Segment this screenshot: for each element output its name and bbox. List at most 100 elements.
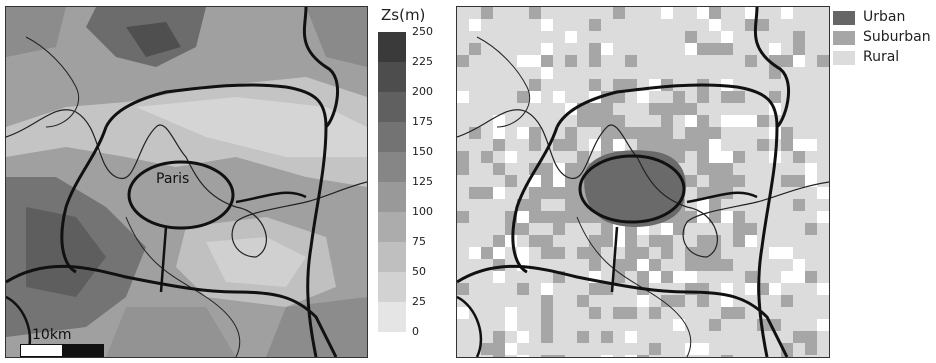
land-use-cell bbox=[517, 283, 529, 295]
land-use-cell bbox=[553, 67, 565, 79]
land-use-cell bbox=[481, 55, 493, 67]
land-use-cell bbox=[697, 55, 709, 67]
land-use-cell bbox=[673, 91, 685, 103]
land-use-cell bbox=[613, 55, 625, 67]
land-use-cell bbox=[733, 175, 745, 187]
land-use-cell bbox=[613, 259, 625, 271]
land-use-cell bbox=[541, 79, 553, 91]
land-use-cell bbox=[685, 19, 697, 31]
land-use-cell bbox=[697, 319, 709, 331]
legend-swatch bbox=[833, 11, 855, 25]
land-use-cell bbox=[721, 307, 733, 319]
land-use-cell bbox=[577, 151, 589, 163]
land-use-cell bbox=[541, 331, 553, 343]
land-use-cell bbox=[697, 271, 709, 283]
land-use-cell bbox=[625, 319, 637, 331]
land-use-cell bbox=[793, 307, 805, 319]
land-use-cell bbox=[481, 7, 493, 19]
land-use-cell bbox=[805, 55, 817, 67]
elevation-terrain bbox=[6, 7, 367, 357]
land-use-cell bbox=[817, 139, 829, 151]
land-use-cell bbox=[541, 283, 553, 295]
land-use-cell bbox=[805, 91, 817, 103]
colorbar-tick-label: 100 bbox=[412, 205, 433, 218]
land-use-cell bbox=[649, 235, 661, 247]
land-use-cell bbox=[637, 247, 649, 259]
land-use-cell bbox=[601, 355, 613, 357]
land-use-cell bbox=[745, 175, 757, 187]
land-use-cell bbox=[757, 199, 769, 211]
land-use-cell bbox=[529, 127, 541, 139]
land-use-cell bbox=[805, 331, 817, 343]
land-use-cell bbox=[805, 211, 817, 223]
land-use-cell bbox=[757, 139, 769, 151]
land-use-cell bbox=[493, 199, 505, 211]
land-use-cell bbox=[721, 331, 733, 343]
land-use-cell bbox=[733, 127, 745, 139]
land-use-cell bbox=[505, 175, 517, 187]
land-use-cell bbox=[781, 7, 793, 19]
land-use-cell bbox=[661, 139, 673, 151]
land-use-cell bbox=[493, 271, 505, 283]
land-use-cell bbox=[721, 19, 733, 31]
land-use-cell bbox=[469, 79, 481, 91]
land-use-cell bbox=[793, 319, 805, 331]
land-use-cell bbox=[649, 343, 661, 355]
land-use-cell bbox=[805, 319, 817, 331]
land-use-cell bbox=[481, 67, 493, 79]
land-use-cell bbox=[721, 151, 733, 163]
land-use-cell bbox=[805, 307, 817, 319]
land-use-cell bbox=[733, 247, 745, 259]
land-use-cell bbox=[733, 259, 745, 271]
land-use-cell bbox=[661, 247, 673, 259]
land-use-cell bbox=[721, 343, 733, 355]
land-use-cell bbox=[757, 163, 769, 175]
land-use-cell bbox=[649, 67, 661, 79]
land-use-cell bbox=[685, 319, 697, 331]
paris-boundary bbox=[578, 154, 686, 224]
land-use-cell bbox=[577, 19, 589, 31]
land-use-cell bbox=[469, 295, 481, 307]
land-use-cell bbox=[745, 43, 757, 55]
boundary-line bbox=[6, 264, 338, 357]
land-use-cell bbox=[769, 199, 781, 211]
land-use-cell bbox=[469, 283, 481, 295]
land-use-cell bbox=[577, 115, 589, 127]
land-use-cell bbox=[517, 7, 529, 19]
land-use-cell bbox=[565, 55, 577, 67]
land-use-cell bbox=[613, 91, 625, 103]
land-use-cell bbox=[721, 67, 733, 79]
land-use-cell bbox=[637, 271, 649, 283]
land-use-cell bbox=[649, 139, 661, 151]
land-use-cell bbox=[577, 91, 589, 103]
land-use-cell bbox=[565, 343, 577, 355]
land-use-cell bbox=[697, 295, 709, 307]
land-use-cell bbox=[769, 223, 781, 235]
land-use-cell bbox=[649, 103, 661, 115]
land-use-cell bbox=[817, 79, 829, 91]
land-use-cell bbox=[457, 43, 469, 55]
land-use-cell bbox=[457, 67, 469, 79]
land-use-cell bbox=[553, 139, 565, 151]
land-use-cell bbox=[757, 175, 769, 187]
land-use-cell bbox=[745, 127, 757, 139]
land-use-cell bbox=[517, 331, 529, 343]
land-use-cell bbox=[565, 307, 577, 319]
land-use-cell bbox=[541, 103, 553, 115]
land-use-cell bbox=[793, 343, 805, 355]
land-use-cell bbox=[793, 355, 805, 357]
land-use-cell bbox=[457, 19, 469, 31]
land-use-cell bbox=[697, 307, 709, 319]
land-use-cell bbox=[661, 259, 673, 271]
land-use-cell bbox=[577, 331, 589, 343]
land-use-cell bbox=[649, 271, 661, 283]
land-use-cell bbox=[709, 199, 721, 211]
land-use-cell bbox=[793, 127, 805, 139]
land-use-cell bbox=[769, 19, 781, 31]
land-use-cell bbox=[613, 67, 625, 79]
land-use-cell bbox=[457, 103, 469, 115]
land-use-cell bbox=[745, 103, 757, 115]
land-use-cell bbox=[469, 223, 481, 235]
land-use-cell bbox=[817, 67, 829, 79]
land-use-cell bbox=[745, 211, 757, 223]
